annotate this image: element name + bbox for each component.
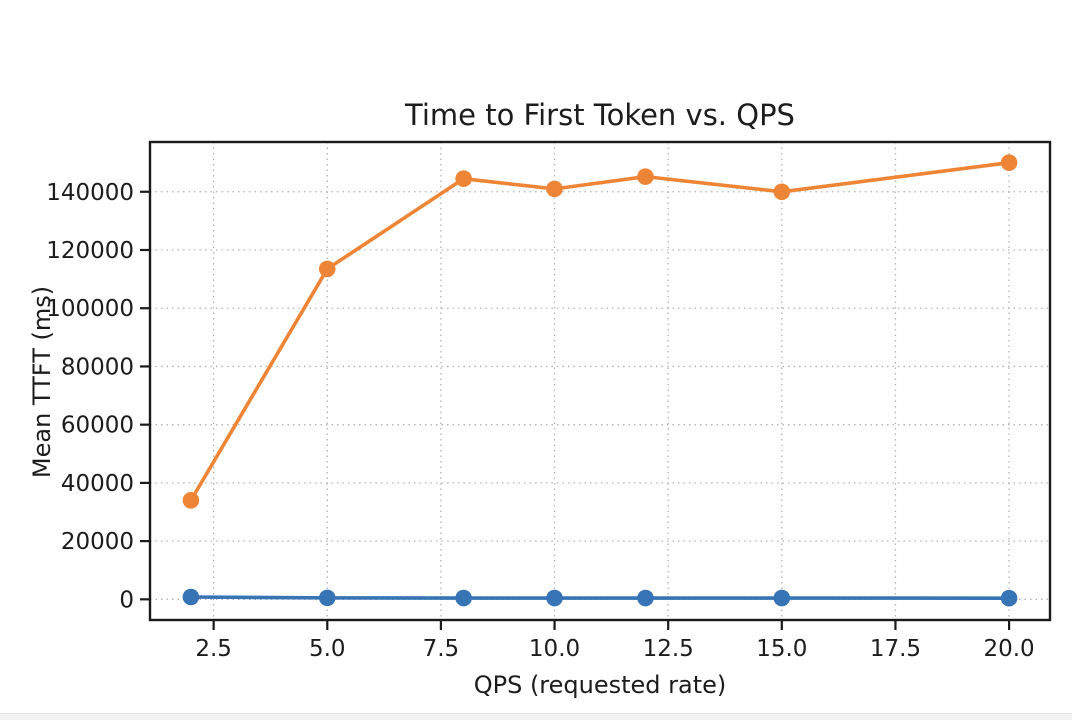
x-tick-label: 7.5 <box>423 636 460 662</box>
x-tick-label: 12.5 <box>643 636 694 662</box>
series-blue-marker <box>182 588 200 606</box>
y-tick-label: 100000 <box>46 296 134 322</box>
y-tick-label: 0 <box>119 587 134 613</box>
x-tick-label: 20.0 <box>983 636 1034 662</box>
y-tick-label: 40000 <box>61 471 134 497</box>
series-orange-marker <box>773 183 791 201</box>
series-blue-marker <box>546 589 563 607</box>
x-axis-label: QPS (requested rate) <box>473 671 727 699</box>
series-blue-marker <box>1000 589 1018 607</box>
y-tick-label: 120000 <box>46 238 134 264</box>
y-tick-label: 80000 <box>61 354 134 380</box>
axes-spines <box>148 140 1052 622</box>
x-tick-label: 10.0 <box>529 636 580 662</box>
series-orange-marker <box>546 180 563 198</box>
series-blue-marker <box>318 589 336 607</box>
series-orange-line <box>189 160 1011 503</box>
y-tick-label: 60000 <box>61 413 134 439</box>
x-tick-label: 5.0 <box>309 636 346 662</box>
series-blue-marker <box>773 589 791 607</box>
series-orange-marker <box>455 170 472 187</box>
y-tick-label: 20000 <box>61 529 134 555</box>
y-tick-label: 140000 <box>46 180 134 206</box>
series-orange-marker <box>1000 154 1018 171</box>
x-tick-label: 2.5 <box>195 636 232 662</box>
x-tick-label: 17.5 <box>870 636 921 662</box>
series-orange-marker <box>637 168 654 185</box>
chart-title: Time to First Token vs. QPS <box>405 98 795 132</box>
series-blue-line <box>189 595 1011 600</box>
series-orange-marker <box>182 492 200 509</box>
x-tick-label: 15.0 <box>756 636 807 662</box>
series-blue-marker <box>455 589 472 607</box>
series-orange-marker <box>318 260 336 278</box>
series-blue-marker <box>637 589 654 607</box>
bottom-ui-strip <box>0 713 1072 720</box>
